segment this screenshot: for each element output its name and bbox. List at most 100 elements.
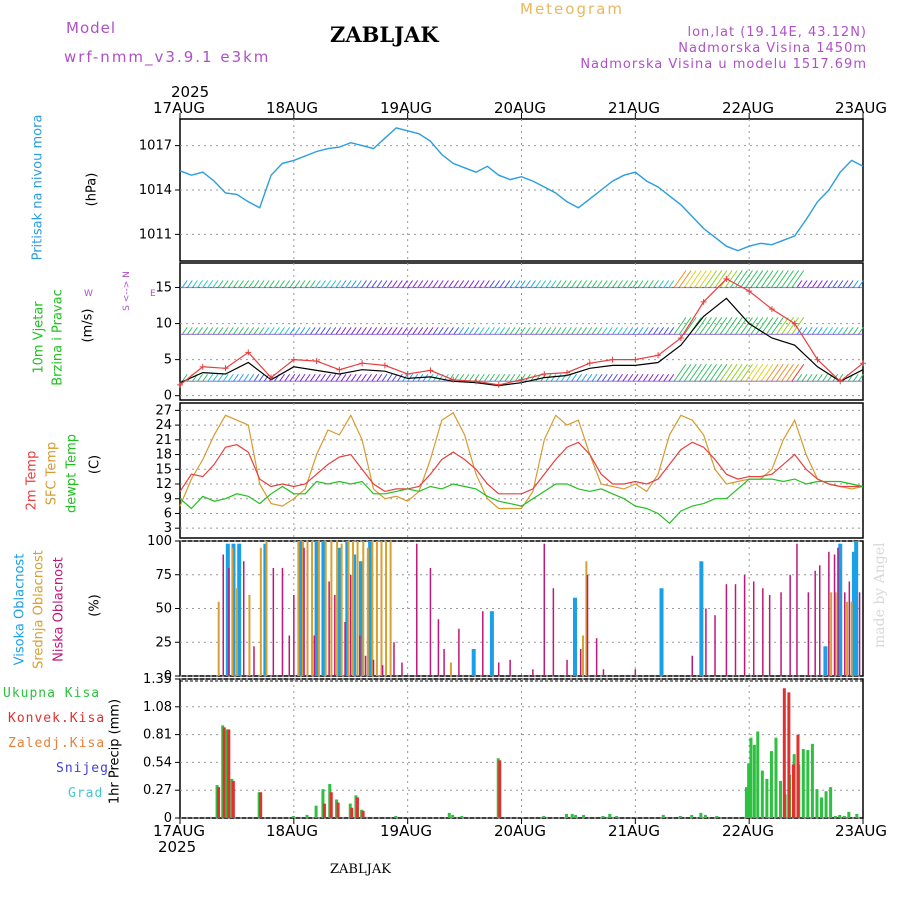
high-cloud-bar bbox=[321, 541, 326, 676]
wind-barb bbox=[622, 373, 629, 382]
wind-barb bbox=[473, 373, 480, 382]
wind-barb bbox=[361, 280, 367, 288]
wind-barb bbox=[494, 373, 501, 382]
station-elevation: Nadmorska Visina 1450m bbox=[678, 41, 867, 56]
wind-barb bbox=[448, 327, 454, 335]
wind-barb bbox=[248, 327, 255, 335]
wind-barb bbox=[279, 327, 285, 335]
low-cloud-bar bbox=[350, 574, 352, 676]
wind-barb bbox=[320, 373, 326, 382]
conv-precip-bar bbox=[336, 802, 340, 818]
wind-barb bbox=[832, 327, 839, 335]
wind-barb bbox=[601, 327, 608, 335]
wind-barb bbox=[729, 363, 743, 382]
wind-barb bbox=[330, 327, 337, 335]
wind-barb bbox=[330, 280, 337, 288]
mid-cloud-bar bbox=[449, 662, 452, 676]
wind-barb bbox=[514, 327, 521, 335]
wind-barb bbox=[473, 327, 480, 335]
low-cloud-bar bbox=[458, 628, 460, 676]
wind-barb bbox=[612, 327, 618, 335]
wind-barb bbox=[550, 373, 557, 382]
high-cloud-bar bbox=[851, 551, 856, 676]
wind-barb bbox=[719, 363, 733, 382]
wind-barb bbox=[806, 327, 813, 335]
wind-barb bbox=[858, 327, 864, 335]
wind-barb bbox=[309, 373, 316, 382]
total-precip-bar bbox=[394, 815, 398, 818]
wind-barb bbox=[243, 327, 250, 335]
wind-barb bbox=[468, 327, 475, 335]
mid-cloud-bar bbox=[375, 541, 378, 676]
total-precip-bar bbox=[601, 815, 605, 818]
wind-barb bbox=[366, 327, 372, 335]
high-cloud-bar bbox=[314, 541, 319, 676]
temp-tick-label: 18 bbox=[155, 448, 172, 463]
wind-barb bbox=[304, 327, 311, 335]
wind-barb bbox=[668, 280, 675, 288]
wind-barb bbox=[571, 280, 577, 288]
wind-barb bbox=[637, 327, 644, 335]
wind-barb bbox=[612, 280, 618, 288]
wind-barb bbox=[822, 280, 828, 288]
wind-barb bbox=[822, 327, 828, 335]
wind-barb bbox=[514, 373, 521, 382]
wind-barb bbox=[397, 373, 403, 382]
wind-barb bbox=[489, 373, 495, 382]
conv-precip-bar bbox=[222, 727, 226, 818]
wind-barb bbox=[263, 280, 270, 288]
mid-cloud-bar bbox=[231, 547, 234, 676]
wind-barb bbox=[263, 327, 270, 335]
wind-barb bbox=[740, 270, 753, 288]
low-cloud-bar bbox=[858, 592, 861, 676]
mid-cloud-bar bbox=[830, 592, 833, 676]
wind-barb bbox=[740, 363, 753, 382]
total-precip-bar bbox=[678, 815, 682, 818]
total-precip-bar bbox=[565, 813, 569, 818]
wind-speed-marker bbox=[541, 371, 548, 378]
wind-barb bbox=[484, 373, 490, 382]
wind-barb bbox=[238, 327, 244, 335]
wind-barb bbox=[852, 280, 859, 288]
low-cloud-bar bbox=[579, 649, 582, 676]
legend-freezing-precip: Zaledj.Kisa bbox=[8, 736, 106, 751]
legend-total-precip: Ukupna Kisa bbox=[3, 686, 101, 701]
low-cloud-bar bbox=[293, 595, 295, 676]
low-cloud-bar bbox=[281, 568, 284, 676]
wind-barb bbox=[683, 317, 697, 335]
wind-barb bbox=[253, 373, 260, 382]
mid-cloud-bar bbox=[834, 592, 837, 676]
wind-barb bbox=[786, 270, 800, 288]
wind-barb bbox=[422, 327, 429, 335]
wind-barb bbox=[458, 327, 465, 335]
wind-barb bbox=[596, 327, 603, 335]
high-cloud-bar bbox=[573, 597, 578, 676]
total-precip-bar bbox=[582, 814, 586, 818]
wind-barb bbox=[504, 280, 511, 288]
wind-barb bbox=[202, 327, 209, 335]
wind-barb bbox=[627, 280, 634, 288]
wind-barb bbox=[530, 280, 536, 288]
conv-precip-bar bbox=[355, 797, 359, 818]
cloud-tick-label: 50 bbox=[155, 602, 172, 617]
total-precip-bar bbox=[815, 789, 819, 818]
wind-barb bbox=[253, 327, 260, 335]
model-name: wrf-nmm_v3.9.1 e3km bbox=[64, 48, 271, 66]
wind-barb bbox=[770, 317, 784, 335]
wind-barb bbox=[760, 317, 774, 335]
wind-barb bbox=[350, 280, 357, 288]
wind-barb bbox=[822, 373, 828, 382]
wind-barb bbox=[801, 327, 808, 335]
mid-cloud-bar bbox=[248, 595, 251, 676]
wind-barb bbox=[222, 280, 229, 288]
wind-barb bbox=[366, 280, 372, 288]
wind-barb bbox=[806, 280, 813, 288]
wind-barb bbox=[560, 327, 567, 335]
wind-barb bbox=[243, 373, 250, 382]
wind-compass-e: E bbox=[150, 289, 156, 299]
wind-barb bbox=[668, 373, 675, 382]
wind-barb bbox=[289, 280, 296, 288]
wind-barb bbox=[576, 373, 583, 382]
low-cloud-bar bbox=[532, 669, 534, 676]
wind-barb bbox=[678, 270, 692, 288]
